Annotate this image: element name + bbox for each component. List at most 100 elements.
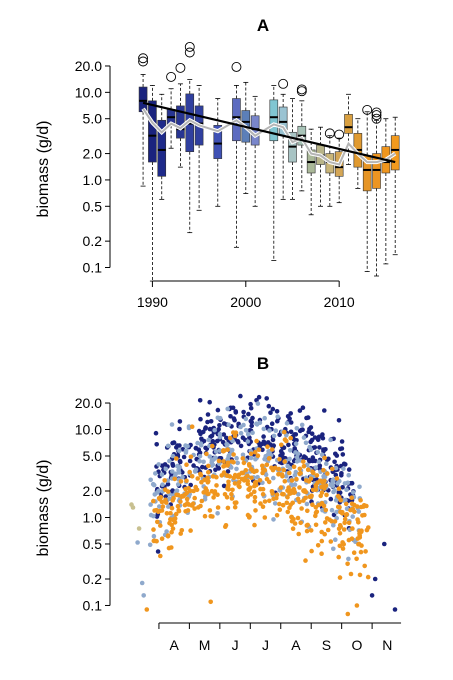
- scatter-point-late: [359, 543, 364, 548]
- scatter-point-middle: [328, 482, 334, 488]
- scatter-point-middle: [271, 433, 277, 439]
- scatter-point-outlier: [136, 526, 142, 531]
- scatter-point-early: [165, 481, 171, 487]
- scatter-point-late: [336, 494, 342, 500]
- scatter-point-late: [337, 575, 343, 580]
- scatter-point-late: [222, 492, 228, 497]
- scatter-point-middle: [152, 492, 158, 497]
- y-tick-label: 0.5: [83, 198, 103, 214]
- scatter-point-late: [301, 498, 306, 503]
- scatter-point-late: [366, 525, 371, 530]
- scatter-point-late: [323, 520, 328, 525]
- scatter-point-late: [335, 504, 341, 510]
- scatter-point-late: [184, 490, 190, 496]
- scatter-point-middle: [198, 443, 204, 448]
- scatter-point-late: [206, 478, 211, 484]
- scatter-point-late: [240, 456, 246, 461]
- scatter-point-late: [325, 471, 330, 476]
- scatter-point-early: [248, 401, 253, 407]
- scatter-point-early: [200, 464, 205, 470]
- scatter-point-early: [270, 437, 276, 443]
- scatter-point-late: [289, 514, 294, 520]
- scatter-point-late: [267, 498, 272, 504]
- scatter-point-middle: [159, 472, 165, 477]
- scatter-point-early: [155, 549, 161, 554]
- scatter-point-late: [303, 558, 308, 563]
- scatter-point-late: [221, 449, 226, 454]
- scatter-point-middle: [319, 452, 325, 458]
- scatter-point-late: [253, 508, 258, 513]
- scatter-point-middle: [183, 450, 189, 455]
- scatter-point-early: [197, 398, 203, 403]
- scatter-point-late: [255, 453, 261, 459]
- scatter-point-middle: [234, 455, 239, 461]
- scatter-point-late: [341, 527, 347, 532]
- x-tick-label: S: [322, 637, 331, 653]
- box-outlier: [371, 107, 382, 118]
- scatter-point-late: [204, 451, 209, 457]
- scatter-point-late: [269, 447, 275, 452]
- scatter-point-middle: [324, 461, 329, 467]
- scatter-point-middle: [147, 542, 153, 548]
- scatter-point-late: [362, 563, 368, 569]
- scatter-point-middle: [332, 488, 337, 493]
- scatter-point-middle: [341, 466, 346, 472]
- x-tick-label: J: [232, 637, 239, 653]
- scatter-point-late: [184, 496, 190, 502]
- y-tick-label: 5.0: [83, 111, 103, 127]
- scatter-point-early: [196, 428, 202, 434]
- scatter-point-late: [361, 504, 366, 509]
- scatter-point-late: [165, 533, 171, 538]
- scatter-point-late: [252, 494, 258, 500]
- scatter-point-middle: [243, 428, 249, 433]
- scatter-point-early: [250, 415, 255, 421]
- scatter-point-early: [215, 407, 221, 413]
- box-outlier: [296, 84, 307, 95]
- scatter-point-late: [229, 496, 235, 501]
- scatter-point-middle: [333, 537, 338, 542]
- scatter-point-middle: [238, 430, 244, 436]
- scatter-point-late: [214, 474, 219, 480]
- scatter-point-late: [214, 483, 219, 488]
- scatter-point-early: [198, 416, 203, 422]
- scatter-point-late: [273, 465, 278, 471]
- scatter-point-early: [320, 435, 326, 441]
- scatter-point-early: [270, 406, 276, 412]
- scatter-point-late: [151, 527, 156, 532]
- scatter-point-middle: [328, 437, 333, 443]
- scatter-point-late: [169, 505, 175, 511]
- scatter-point-late: [274, 495, 279, 501]
- scatter-point-late: [198, 503, 203, 509]
- scatter-point-middle: [213, 449, 219, 454]
- scatter-point-early: [269, 421, 275, 427]
- scatter-point-early: [210, 438, 216, 444]
- scatter-point-early: [170, 461, 175, 467]
- scatter-point-late: [274, 513, 280, 518]
- scatter-point-middle: [346, 472, 352, 478]
- scatter-point-late: [284, 500, 290, 506]
- scatter-point-outlier: [141, 593, 146, 598]
- panel-a-trend-lines: [141, 101, 397, 167]
- scatter-point-middle: [169, 422, 175, 427]
- scatter-point-late: [297, 485, 302, 490]
- scatter-point-middle: [253, 456, 258, 462]
- scatter-point-middle: [272, 501, 278, 506]
- scatter-point-late: [262, 515, 268, 520]
- scatter-point-late: [265, 444, 270, 450]
- scatter-point-early: [249, 423, 254, 429]
- scatter-point-late: [232, 504, 238, 510]
- scatter-point-early: [288, 420, 294, 425]
- scatter-point-early: [213, 467, 218, 473]
- scatter-point-early: [307, 458, 312, 464]
- scatter-point-early: [332, 459, 337, 465]
- scatter-point-early: [201, 429, 206, 435]
- scatter-point-late: [277, 501, 282, 507]
- x-tick-label: A: [169, 637, 179, 653]
- scatter-point-early: [256, 394, 262, 400]
- scatter-point-middle: [304, 501, 310, 507]
- scatter-point-late: [262, 467, 268, 473]
- scatter-point-late: [349, 495, 355, 501]
- box-outlier: [371, 110, 382, 121]
- scatter-point-late: [277, 456, 282, 462]
- scatter-point-early: [221, 432, 227, 437]
